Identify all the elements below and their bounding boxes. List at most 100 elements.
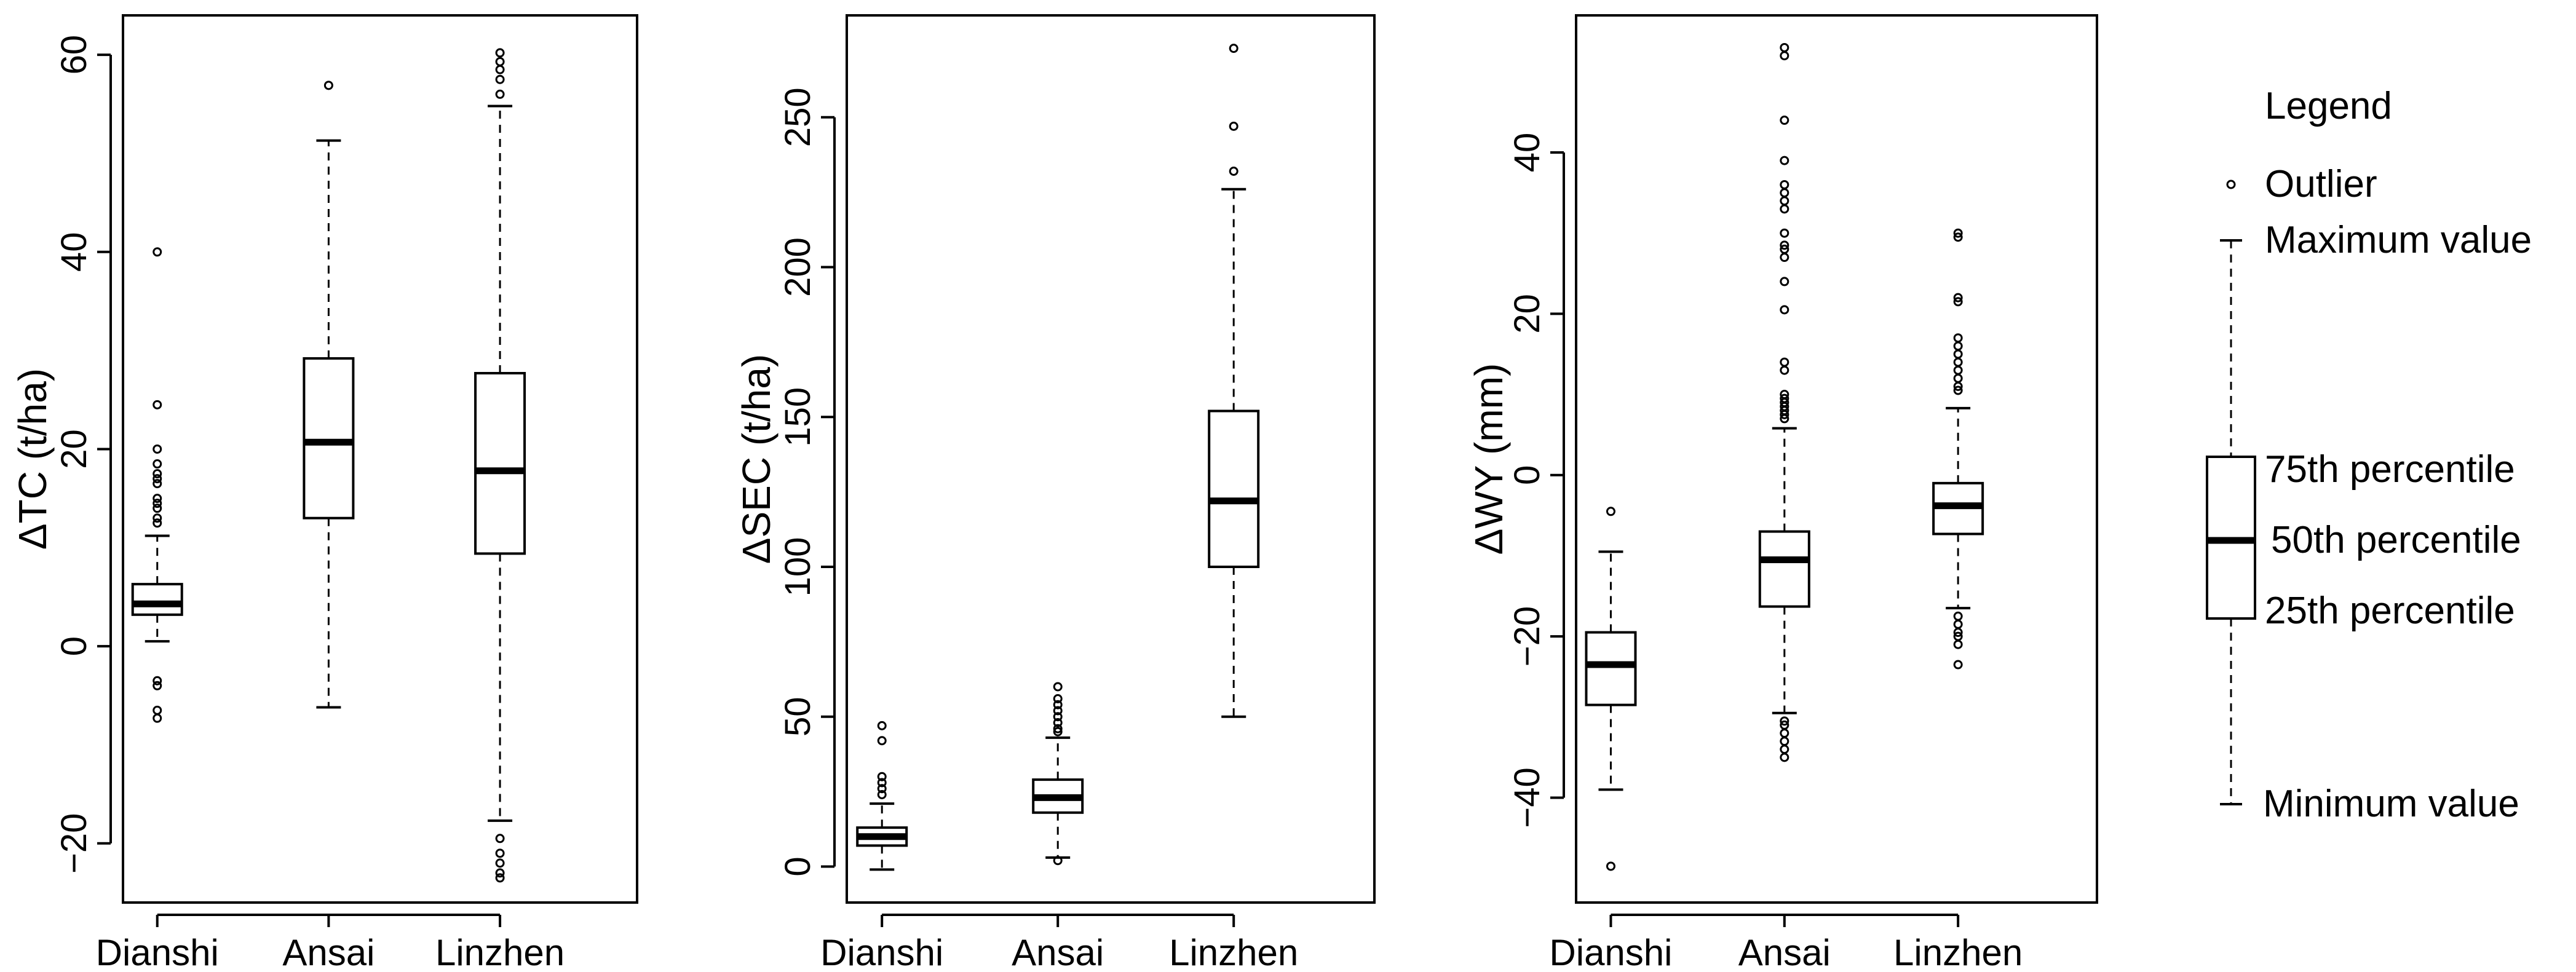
box-dianshi [856, 721, 908, 871]
iqr-box [1585, 631, 1637, 706]
legend-median-label: 50th percentile [2271, 519, 2521, 561]
outlier-point [153, 474, 162, 484]
outlier-point [153, 705, 162, 715]
outlier-point [1053, 727, 1063, 737]
outlier-point [1780, 365, 1789, 375]
outlier-point [1780, 253, 1789, 263]
outlier-point [1780, 305, 1789, 315]
outlier-point [1053, 682, 1063, 692]
outlier-point [1780, 409, 1789, 419]
outlier-point [1780, 716, 1789, 726]
outlier-point [1780, 42, 1789, 52]
outlier-point [1780, 753, 1789, 762]
outlier-point [153, 504, 162, 513]
y-tick-label: 0 [1507, 465, 1547, 485]
legend-outlier-marker [2226, 180, 2236, 189]
outlier-point [153, 469, 162, 479]
plot-frame [1575, 14, 2098, 904]
legend-outlier-label: Outlier [2265, 163, 2377, 205]
outlier-point [1780, 156, 1789, 165]
outlier-point [1953, 293, 1963, 302]
outlier-point [1953, 381, 1963, 391]
iqr-box [474, 372, 526, 555]
iqr-box [1208, 409, 1260, 568]
outlier-point [1053, 718, 1063, 727]
outlier-point [1780, 745, 1789, 754]
outlier-point [1780, 737, 1789, 746]
box-ansai [1758, 42, 1810, 762]
outlier-point [1953, 619, 1963, 629]
y-tick-label: 0 [778, 856, 818, 876]
outlier-point [1953, 333, 1963, 343]
box-linzhen [1208, 44, 1260, 718]
y-tick-label: −40 [1507, 767, 1547, 828]
x-tick-label-dianshi: Dianshi [1549, 932, 1672, 972]
outlier-point [877, 790, 887, 799]
outlier-point [1606, 861, 1615, 871]
outlier-point [495, 848, 505, 858]
outlier-point [495, 834, 505, 844]
outlier-point [153, 444, 162, 454]
outlier-point [153, 247, 162, 257]
outlier-point [1780, 357, 1789, 367]
x-tick-label-ansai: Ansai [1738, 932, 1831, 972]
outlier-point [153, 513, 162, 523]
outlier-point [1780, 204, 1789, 214]
y-tick-label: −20 [1507, 606, 1547, 666]
outlier-point [877, 784, 887, 794]
outlier-point [495, 858, 505, 868]
outlier-point [1953, 611, 1963, 621]
outlier-point [1953, 357, 1963, 367]
box-ansai [303, 81, 355, 709]
outlier-point [877, 736, 887, 746]
outlier-point [1053, 712, 1063, 722]
y-tick-label: 200 [778, 237, 818, 297]
y-tick-label: 150 [778, 387, 818, 447]
outlier-point [1780, 240, 1789, 250]
outlier-point [1780, 729, 1789, 738]
outlier-point [153, 518, 162, 528]
x-tick-label-linzhen: Linzhen [435, 932, 565, 972]
outlier-point [153, 479, 162, 489]
outlier-point [153, 459, 162, 469]
x-tick-label-ansai: Ansai [1012, 932, 1104, 972]
outlier-point [1953, 628, 1963, 638]
outlier-point [1780, 228, 1789, 238]
panel-delta-sec: 0 50 100 150 200 250 ΔSEC (t/ha) Dianshi Ansai Li… [734, 14, 1376, 972]
outlier-point [323, 81, 333, 90]
outlier-point [153, 681, 162, 690]
outlier-point [495, 873, 505, 883]
y-tick-label: 60 [54, 35, 94, 75]
outlier-point [1053, 706, 1063, 716]
outlier-point [1229, 44, 1238, 53]
outlier-point [1053, 856, 1063, 866]
outlier-point [495, 57, 505, 66]
outlier-point [1953, 341, 1963, 351]
y-tick-label: 250 [778, 87, 818, 147]
outlier-point [1953, 349, 1963, 359]
outlier-point [1053, 724, 1063, 733]
legend: Legend Outlier Maximum value 75th percen… [2206, 85, 2532, 825]
outlier-point [495, 74, 505, 84]
y-tick-label: 40 [54, 232, 94, 272]
outlier-point [1953, 639, 1963, 649]
outlier-point [1780, 116, 1789, 125]
box-ansai [1032, 682, 1084, 866]
outlier-point [1953, 228, 1963, 238]
iqr-box [131, 583, 183, 616]
iqr-box [1758, 530, 1810, 608]
outlier-point [1053, 700, 1063, 709]
y-tick-label: 40 [1507, 133, 1547, 173]
outlier-point [1953, 297, 1963, 307]
x-tick-label-dianshi: Dianshi [820, 932, 943, 972]
outlier-point [495, 868, 505, 878]
outlier-point [1780, 196, 1789, 206]
outlier-point [877, 778, 887, 788]
y-tick-label: 100 [778, 537, 818, 597]
outlier-point [495, 89, 505, 99]
outlier-point [1053, 694, 1063, 703]
outlier-point [495, 48, 505, 58]
outlier-point [877, 721, 887, 730]
outlier-point [877, 772, 887, 781]
